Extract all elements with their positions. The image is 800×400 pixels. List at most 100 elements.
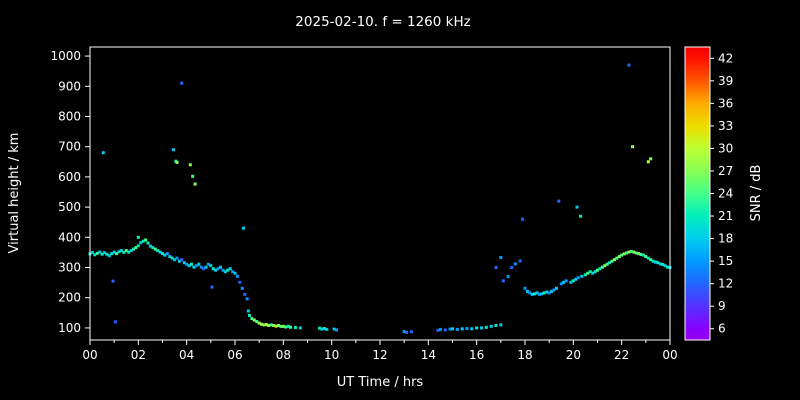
colorbar [685, 47, 710, 340]
data-point [530, 292, 534, 296]
x-tick-label: 04 [179, 348, 194, 362]
data-point [629, 250, 633, 253]
colorbar-tick-label: 6 [718, 322, 726, 336]
data-point [540, 292, 544, 296]
data-point [625, 251, 628, 255]
data-point [110, 252, 114, 256]
data-point [177, 259, 181, 263]
data-point [591, 271, 595, 275]
data-point [284, 325, 288, 329]
y-axis-label: Virtual height / km [7, 133, 22, 254]
data-point [666, 265, 670, 269]
data-point [240, 286, 244, 290]
y-tick-label: 900 [58, 79, 81, 93]
y-tick-label: 600 [58, 170, 81, 184]
scatter-points [88, 63, 672, 334]
data-point [111, 279, 115, 283]
data-point [598, 267, 602, 271]
data-point [579, 214, 583, 218]
data-point [269, 323, 273, 327]
colorbar-tick-label: 27 [718, 164, 733, 178]
data-point [521, 217, 525, 221]
data-point [634, 251, 638, 255]
data-point [156, 249, 160, 253]
data-point [322, 327, 326, 330]
data-point [90, 250, 94, 254]
data-point [289, 325, 293, 329]
data-point [506, 275, 510, 279]
x-tick-label: 22 [614, 348, 629, 362]
data-point [518, 259, 522, 263]
data-point [325, 327, 329, 331]
data-point [257, 321, 261, 325]
data-point [596, 268, 599, 272]
x-tick-label: 08 [276, 348, 291, 362]
colorbar-tick-label: 9 [718, 299, 726, 313]
plot-render-layer: 00 02 04 06 08 10 12 14 16 18 20 22 0010020030040050… [50, 46, 733, 362]
data-point [153, 247, 157, 251]
data-point [194, 264, 198, 268]
data-point [465, 327, 469, 330]
data-point [580, 274, 584, 278]
data-point [617, 255, 621, 259]
data-point [575, 205, 579, 209]
data-point [243, 292, 247, 296]
data-point [245, 297, 249, 301]
data-point [188, 163, 192, 167]
y-tick-label: 1000 [50, 49, 81, 63]
y-tick-label: 400 [58, 230, 81, 244]
data-point [219, 265, 222, 269]
data-point [583, 273, 587, 277]
y-tick-label: 700 [58, 140, 81, 154]
data-point [134, 246, 138, 250]
data-point [100, 252, 104, 256]
data-point [550, 289, 554, 293]
data-point [627, 63, 631, 67]
data-point [210, 285, 214, 289]
data-point [187, 264, 191, 268]
data-point [639, 253, 643, 256]
data-point [158, 250, 162, 254]
colorbar-tick-label: 42 [718, 51, 733, 65]
data-point [136, 235, 140, 239]
data-point [593, 270, 597, 274]
data-point [211, 267, 215, 271]
data-point [600, 265, 604, 269]
data-point [610, 259, 614, 263]
data-point [451, 327, 454, 331]
data-point [443, 328, 447, 332]
data-point [235, 274, 239, 278]
data-point [402, 330, 406, 333]
data-point [475, 326, 479, 330]
data-point [117, 250, 121, 254]
data-point [262, 323, 266, 327]
data-point [151, 246, 155, 250]
data-point [242, 226, 245, 230]
data-point [148, 244, 152, 248]
data-point [644, 255, 648, 259]
data-point [651, 259, 655, 263]
data-point [637, 252, 641, 256]
data-point [127, 250, 131, 254]
data-point [141, 239, 145, 243]
data-point [586, 271, 590, 275]
data-point [470, 327, 474, 331]
data-point [180, 258, 184, 262]
data-point [632, 250, 636, 254]
data-point [646, 160, 650, 164]
data-point [197, 262, 201, 266]
data-point [656, 261, 660, 265]
data-point [523, 286, 527, 290]
data-point [246, 309, 250, 313]
data-point [484, 325, 488, 329]
x-tick-label: 10 [324, 348, 339, 362]
x-tick-label: 12 [372, 348, 387, 362]
data-point [124, 249, 128, 253]
data-point [272, 324, 276, 327]
data-point [605, 262, 609, 266]
data-point [122, 250, 126, 254]
data-point [571, 279, 575, 283]
data-point [298, 326, 302, 330]
data-point [658, 262, 662, 266]
data-point [494, 266, 498, 269]
